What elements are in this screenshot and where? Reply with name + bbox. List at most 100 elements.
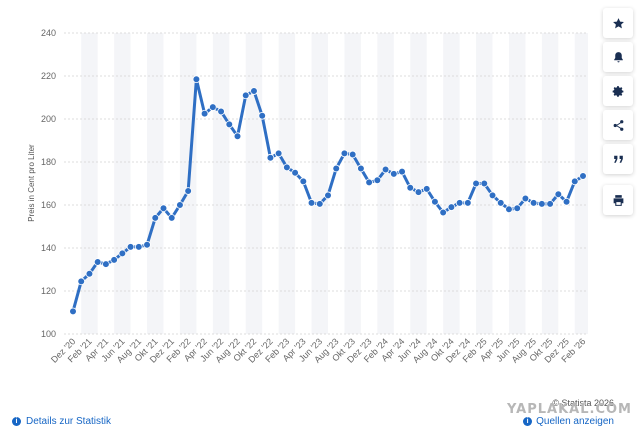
data-point	[406, 184, 415, 192]
background-band	[212, 33, 230, 334]
notification-button[interactable]	[603, 42, 633, 72]
background-band	[574, 33, 588, 334]
data-point	[521, 194, 530, 203]
data-point	[217, 107, 225, 116]
data-point	[348, 150, 357, 159]
data-point	[225, 120, 234, 129]
cite-button[interactable]	[603, 144, 633, 174]
y-tick-label: 220	[41, 71, 56, 81]
quote-icon	[613, 155, 623, 163]
data-point	[570, 177, 579, 186]
data-point	[93, 258, 102, 266]
data-point	[135, 243, 143, 251]
data-point	[480, 179, 489, 188]
data-point	[209, 103, 217, 111]
print-button[interactable]	[603, 185, 633, 215]
background-band	[311, 33, 328, 334]
data-point	[538, 200, 546, 208]
data-point	[431, 197, 439, 206]
settings-button[interactable]	[603, 76, 633, 106]
details-label: Details zur Statistik	[26, 416, 112, 427]
info-icon: i	[523, 417, 533, 426]
data-point	[299, 177, 308, 186]
sources-link[interactable]: i Quellen anzeigen	[523, 416, 614, 427]
data-point	[357, 164, 365, 173]
data-point	[488, 191, 497, 200]
data-point	[496, 199, 505, 207]
data-point	[283, 163, 291, 172]
data-point	[390, 170, 398, 178]
data-point	[241, 91, 250, 100]
background-band	[443, 33, 460, 334]
data-point	[315, 200, 324, 208]
data-point	[447, 203, 456, 211]
info-icon: i	[12, 417, 21, 426]
data-point	[126, 243, 135, 251]
data-point	[69, 307, 77, 316]
background-band	[508, 33, 526, 334]
background-band	[114, 33, 131, 334]
data-point	[143, 240, 151, 249]
favorite-button[interactable]	[603, 8, 633, 38]
data-point	[554, 190, 563, 199]
background-band	[344, 33, 361, 334]
data-point	[151, 214, 160, 222]
background-band	[81, 33, 98, 334]
data-point	[200, 109, 209, 118]
data-point	[184, 187, 192, 195]
data-point	[455, 199, 464, 207]
data-point	[422, 185, 431, 193]
share-icon	[613, 119, 623, 131]
details-link[interactable]: i Details zur Statistik	[12, 416, 111, 427]
data-point	[381, 165, 390, 174]
y-tick-label: 140	[41, 243, 56, 253]
data-point	[439, 208, 447, 217]
background-band	[410, 33, 427, 334]
data-point	[233, 132, 242, 141]
data-point	[250, 87, 258, 95]
data-point	[77, 277, 86, 286]
data-point	[192, 75, 201, 84]
data-point	[102, 260, 110, 268]
data-point	[414, 188, 423, 196]
data-point	[529, 199, 538, 207]
data-point	[340, 149, 349, 158]
data-point	[167, 214, 176, 222]
y-tick-label: 240	[41, 28, 56, 38]
data-point	[291, 168, 299, 177]
y-tick-label: 200	[41, 114, 56, 124]
print-icon	[613, 194, 623, 206]
data-point	[365, 178, 373, 187]
copyright: © Statista 2026	[552, 398, 614, 408]
y-tick-label: 100	[41, 329, 56, 339]
toolbar	[603, 8, 633, 215]
data-point	[398, 167, 406, 176]
y-tick-label: 120	[41, 286, 56, 296]
data-point	[307, 199, 316, 207]
data-point	[85, 269, 94, 278]
watermark: YAPLAKAL.COM	[507, 402, 632, 417]
data-point	[258, 111, 266, 120]
sources-label: Quellen anzeigen	[536, 416, 614, 427]
y-tick-label: 180	[41, 157, 56, 167]
data-point	[464, 199, 472, 207]
data-point	[274, 149, 283, 158]
background-band	[278, 33, 296, 334]
data-point	[324, 191, 332, 200]
background-band	[541, 33, 559, 334]
data-point	[332, 164, 341, 173]
y-tick-label: 160	[41, 200, 56, 210]
y-axis-label: Preis in Cent pro Liter	[27, 144, 36, 222]
data-point	[472, 179, 480, 188]
data-point	[373, 176, 382, 185]
share-button[interactable]	[603, 110, 633, 140]
data-point	[579, 172, 587, 180]
data-point	[118, 249, 127, 258]
background-band	[245, 33, 263, 334]
data-point	[110, 256, 118, 264]
data-point	[562, 197, 571, 206]
background-band	[377, 33, 394, 334]
data-point	[505, 205, 513, 214]
data-point	[176, 201, 184, 209]
